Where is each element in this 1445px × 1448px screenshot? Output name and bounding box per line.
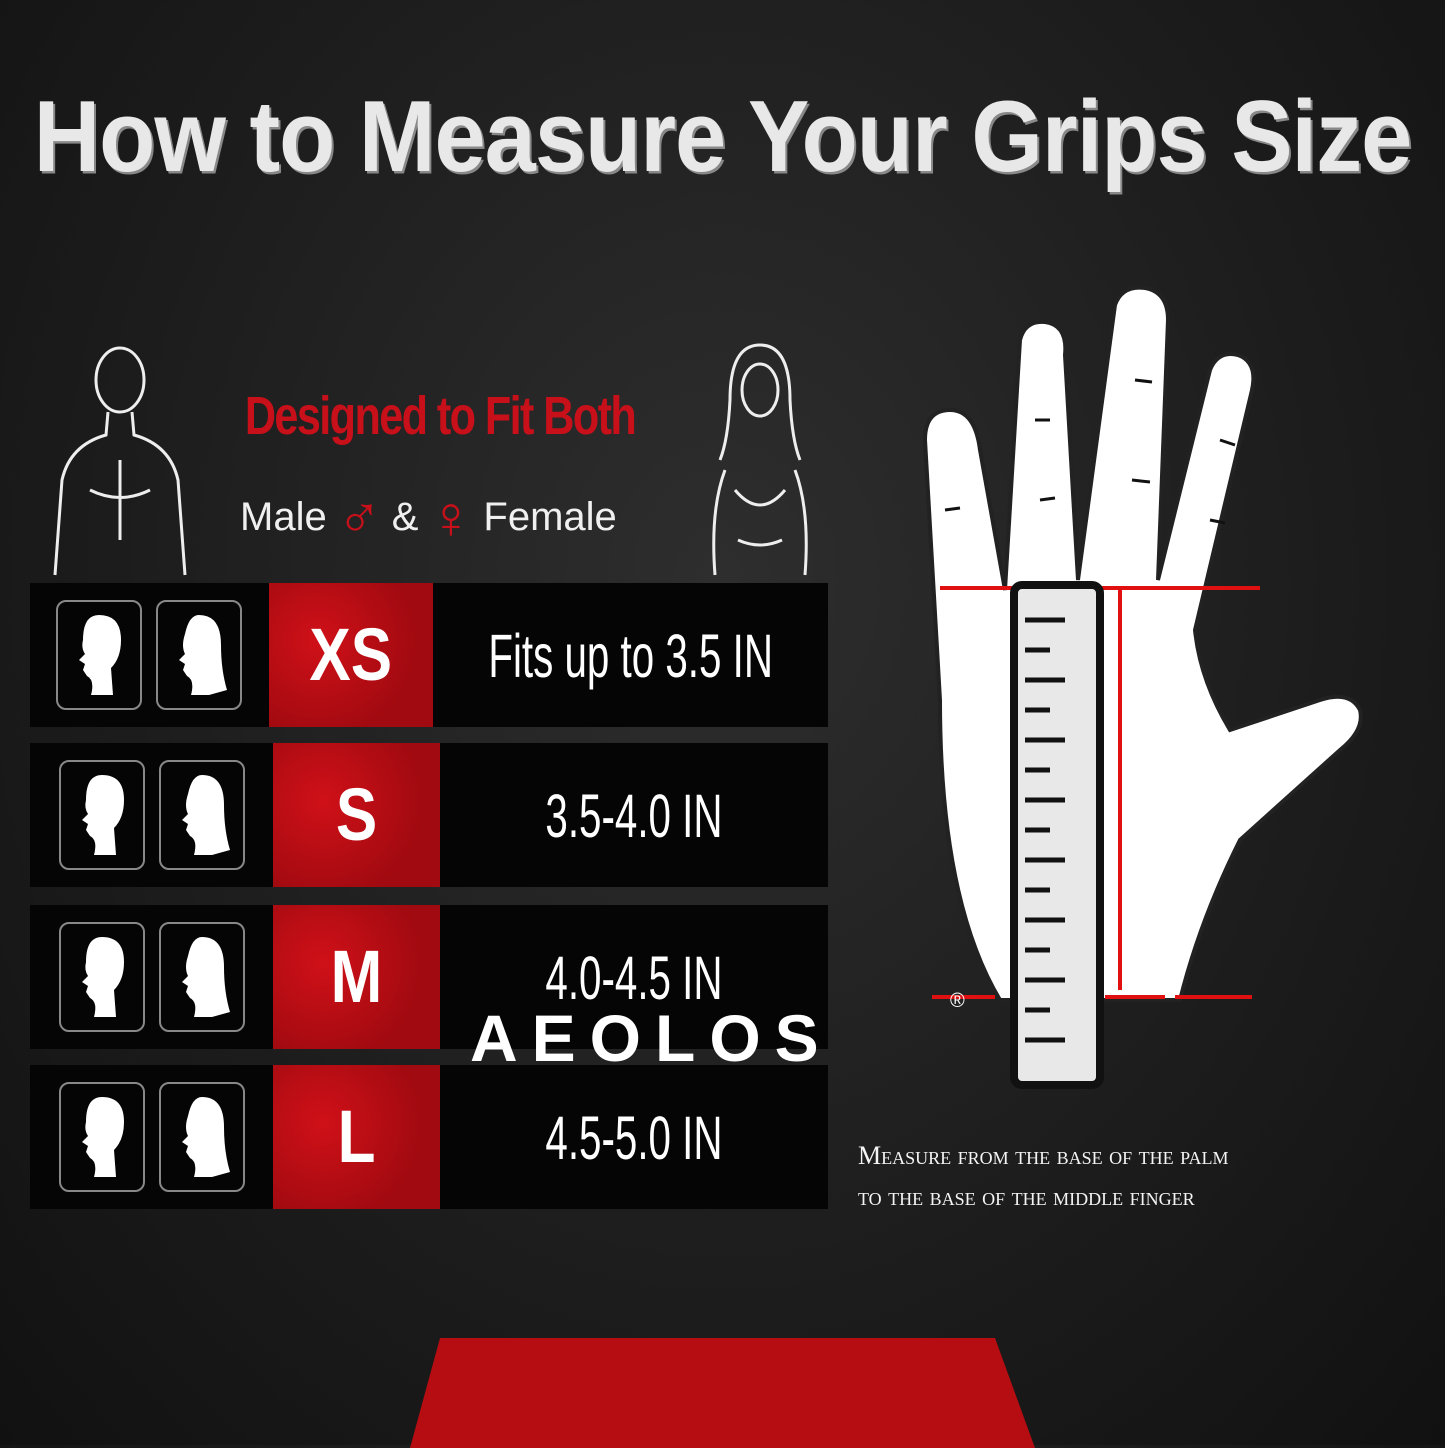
size-text: L [337,1095,376,1179]
female-head-icon [158,760,245,870]
range-text: 4.0-4.5 IN [545,942,723,1012]
male-figure-icon [53,346,187,576]
measure-caption: Measure from the base of the palm to the… [858,1135,1229,1217]
female-head-icon [156,600,243,710]
size-label: M [273,905,440,1049]
registered-mark: ® [950,990,965,1012]
gender-icons [30,583,269,727]
female-figure-icon [712,343,808,576]
size-label: L [273,1065,440,1209]
size-row: L 4.5-5.0 IN [30,1065,828,1209]
size-row: M 4.0-4.5 IN [30,905,828,1049]
size-range: 4.0-4.5 IN [440,905,828,1049]
male-head-icon [58,922,145,1032]
size-text: M [330,935,383,1019]
caption-line-2: to the base of the middle finger [858,1182,1195,1211]
caption-line-1: Measure from the base of the palm [858,1141,1229,1170]
female-head-icon [158,1082,245,1192]
gender-icons [30,1065,273,1209]
page-title: How to Measure Your Grips Size [33,80,1413,194]
hand-measure-illustration [922,285,1363,1089]
female-label: Female [483,495,617,539]
range-text: 3.5-4.0 IN [545,780,723,850]
size-text: S [335,773,378,857]
size-row: XS Fits up to 3.5 IN [30,583,828,727]
male-label: Male [240,495,327,539]
gender-icons [30,743,273,887]
male-head-icon [56,600,143,710]
size-label: S [273,743,440,887]
range-text: 4.5-5.0 IN [545,1102,723,1172]
male-head-icon [58,1082,145,1192]
range-text: Fits up to 3.5 IN [488,620,773,690]
male-head-icon [58,760,145,870]
fit-heading: Designed to Fit Both [244,386,637,446]
and-label: & [391,495,419,539]
size-range: 3.5-4.0 IN [440,743,828,887]
decorative-red-banner [410,1338,1035,1448]
size-range: 4.5-5.0 IN [440,1065,828,1209]
size-row: S 3.5-4.0 IN [30,743,828,887]
female-head-icon [158,922,245,1032]
size-text: XS [309,613,393,697]
brand-logo: AEOLOS [470,1001,833,1075]
gender-icons [30,905,273,1049]
female-symbol-icon: ♀ [428,483,474,551]
gender-line: Male ♂ & ♀ Female [240,483,617,551]
size-range: Fits up to 3.5 IN [432,583,828,727]
size-label: XS [268,583,433,727]
male-symbol-icon: ♂ [336,483,382,551]
